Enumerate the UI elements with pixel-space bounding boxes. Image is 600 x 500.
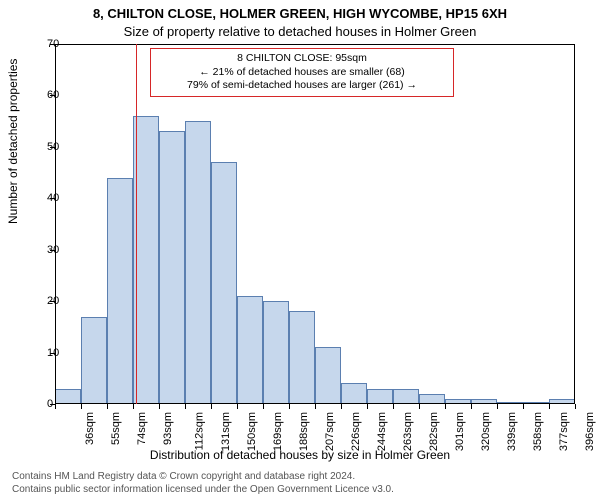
xtick-label: 36sqm — [84, 412, 96, 445]
xtick-label: 226sqm — [350, 412, 362, 451]
xtick-label: 301sqm — [454, 412, 466, 451]
x-axis-label: Distribution of detached houses by size … — [0, 448, 600, 462]
axis-line — [55, 403, 575, 404]
histogram-bar — [341, 383, 367, 404]
footer-line1: Contains HM Land Registry data © Crown c… — [12, 470, 394, 483]
xtick-mark — [341, 404, 342, 409]
annotation-box: 8 CHILTON CLOSE: 95sqm← 21% of detached … — [150, 48, 454, 97]
xtick-label: 358sqm — [532, 412, 544, 451]
xtick-label: 263sqm — [402, 412, 414, 451]
xtick-label: 169sqm — [272, 412, 284, 451]
xtick-mark — [159, 404, 160, 409]
xtick-mark — [471, 404, 472, 409]
xtick-mark — [263, 404, 264, 409]
xtick-mark — [315, 404, 316, 409]
histogram-bar — [289, 311, 315, 404]
xtick-mark — [549, 404, 550, 409]
xtick-label: 93sqm — [162, 412, 174, 445]
histogram-bar — [263, 301, 289, 404]
xtick-label: 150sqm — [246, 412, 258, 451]
xtick-mark — [289, 404, 290, 409]
xtick-mark — [185, 404, 186, 409]
histogram-bar — [107, 178, 133, 404]
xtick-mark — [133, 404, 134, 409]
footer-line2: Contains public sector information licen… — [12, 483, 394, 496]
xtick-mark — [419, 404, 420, 409]
xtick-mark — [55, 404, 56, 409]
histogram-bar — [185, 121, 211, 404]
xtick-mark — [445, 404, 446, 409]
histogram-bar — [367, 389, 393, 404]
histogram-bar — [55, 389, 81, 404]
histogram-bar — [393, 389, 419, 404]
annotation-line: ← 21% of detached houses are smaller (68… — [157, 66, 447, 80]
axis-line — [55, 44, 575, 45]
chart-container: 8, CHILTON CLOSE, HOLMER GREEN, HIGH WYC… — [0, 0, 600, 500]
xtick-label: 112sqm — [193, 412, 205, 450]
xtick-mark — [107, 404, 108, 409]
xtick-label: 188sqm — [298, 412, 310, 451]
axis-line — [55, 44, 56, 404]
xtick-label: 339sqm — [506, 412, 518, 451]
xtick-mark — [523, 404, 524, 409]
chart-title-line2: Size of property relative to detached ho… — [0, 24, 600, 39]
histogram-bar — [211, 162, 237, 404]
footer-text: Contains HM Land Registry data © Crown c… — [12, 470, 394, 496]
xtick-mark — [237, 404, 238, 409]
xtick-label: 396sqm — [584, 412, 596, 451]
xtick-label: 244sqm — [376, 412, 388, 451]
axis-line — [574, 44, 575, 404]
histogram-bar — [315, 347, 341, 404]
histogram-bar — [133, 116, 159, 404]
annotation-line: 79% of semi-detached houses are larger (… — [157, 79, 447, 93]
marker-line — [136, 44, 137, 404]
histogram-bar — [81, 317, 107, 404]
chart-title-line1: 8, CHILTON CLOSE, HOLMER GREEN, HIGH WYC… — [0, 6, 600, 21]
xtick-mark — [211, 404, 212, 409]
xtick-mark — [81, 404, 82, 409]
xtick-mark — [575, 404, 576, 409]
xtick-label: 55sqm — [110, 412, 122, 445]
xtick-label: 377sqm — [558, 412, 570, 451]
xtick-label: 131sqm — [220, 412, 232, 451]
xtick-label: 282sqm — [428, 412, 440, 451]
histogram-bar — [159, 131, 185, 404]
xtick-label: 74sqm — [136, 412, 148, 445]
xtick-label: 320sqm — [480, 412, 492, 451]
annotation-line: 8 CHILTON CLOSE: 95sqm — [157, 52, 447, 66]
xtick-label: 207sqm — [324, 412, 336, 451]
plot-area: 01020304050607036sqm55sqm74sqm93sqm112sq… — [55, 44, 575, 404]
xtick-mark — [367, 404, 368, 409]
y-axis-label: Number of detached properties — [6, 59, 20, 224]
xtick-mark — [393, 404, 394, 409]
xtick-mark — [497, 404, 498, 409]
histogram-bar — [237, 296, 263, 404]
